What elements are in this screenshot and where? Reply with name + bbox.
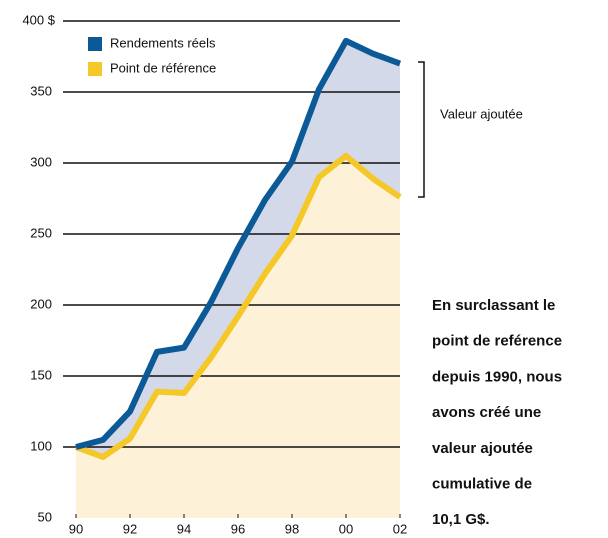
note-line: En surclassant le <box>432 297 555 314</box>
y-tick-label: 100 <box>30 438 52 453</box>
x-tick-label: 02 <box>393 521 407 536</box>
x-tick-label: 00 <box>339 521 353 536</box>
x-tick-label: 90 <box>69 521 83 536</box>
area-reference <box>76 155 400 518</box>
note-line: 10,1 G$. <box>432 511 490 528</box>
y-tick-label: 350 <box>30 83 52 98</box>
y-tick-label: 50 <box>38 509 52 524</box>
x-tick-label: 94 <box>177 521 191 536</box>
line <box>75 37 402 450</box>
x-tick-label: 96 <box>231 521 245 536</box>
x-tick-label: 92 <box>123 521 137 536</box>
note-line: depuis 1990, nous <box>432 368 562 385</box>
legend-label: Point de référence <box>110 60 216 75</box>
note-line: point de reférence <box>432 333 562 350</box>
legend-label: Rendements réels <box>110 35 216 50</box>
line <box>74 152 402 460</box>
note-line: avons créé une <box>432 404 541 421</box>
y-tick-label: 250 <box>30 225 52 240</box>
legend-swatch <box>88 37 102 51</box>
y-tick-label: 150 <box>30 367 52 382</box>
y-tick-label: 300 <box>30 154 52 169</box>
annotation: Valeur ajoutée <box>440 106 523 121</box>
note-line: cumulative de <box>432 475 532 492</box>
x-tick-label: 98 <box>285 521 299 536</box>
lines <box>74 37 402 460</box>
bracket <box>418 61 425 198</box>
legend-swatch <box>88 62 102 76</box>
y-tick-label: 200 <box>30 296 52 311</box>
y-tick-label: 400 $ <box>22 12 55 27</box>
note-line: valeur ajoutée <box>432 440 533 457</box>
